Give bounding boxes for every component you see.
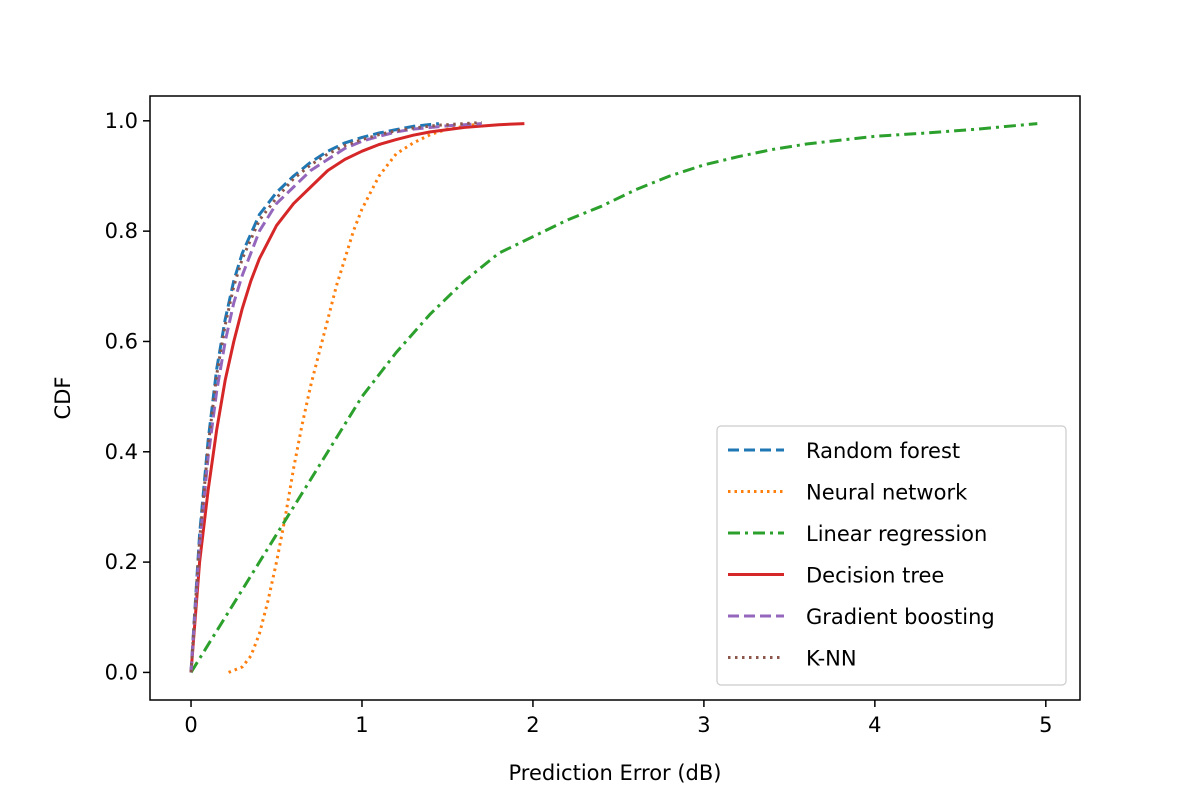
plot-frame [149, 95, 1081, 701]
series-line-4 [189, 122, 482, 673]
series-line-3 [189, 122, 525, 673]
ticks-layer: 0 1 2 3 4 5 0.0 0.2 0.4 0.6 0.8 1.0 [105, 109, 1053, 737]
y-tick-label-0: 0.0 [105, 660, 138, 684]
y-tick-label-3: 0.6 [105, 329, 138, 353]
legend-label-3: Decision tree [806, 564, 944, 588]
series-line-1 [228, 122, 482, 674]
series-line-5 [189, 121, 482, 673]
series-layer [189, 121, 1038, 674]
series-line-0 [189, 122, 440, 673]
x-axis-label: Prediction Error (dB) [509, 761, 722, 785]
x-tick-label-1: 1 [355, 713, 368, 737]
x-tick-label-3: 3 [697, 713, 710, 737]
y-tick-label-4: 0.8 [105, 219, 138, 243]
series-line-2 [189, 122, 1038, 674]
legend-box [716, 425, 1067, 686]
y-tick-label-5: 1.0 [105, 109, 138, 133]
x-tick-label-0: 0 [184, 713, 197, 737]
x-tick-label-4: 4 [868, 713, 881, 737]
legend: Random forest Neural network Linear regres… [716, 425, 1067, 686]
legend-label-4: Gradient boosting [806, 605, 995, 629]
legend-label-0: Random forest [806, 439, 960, 463]
legend-label-1: Neural network [806, 481, 968, 505]
y-axis-label: CDF [51, 377, 75, 420]
legend-label-2: Linear regression [806, 522, 987, 546]
x-tick-label-2: 2 [526, 713, 539, 737]
y-tick-label-2: 0.4 [105, 440, 138, 464]
y-tick-label-1: 0.2 [105, 550, 138, 574]
x-tick-label-5: 5 [1039, 713, 1052, 737]
legend-label-5: K-NN [806, 647, 857, 671]
